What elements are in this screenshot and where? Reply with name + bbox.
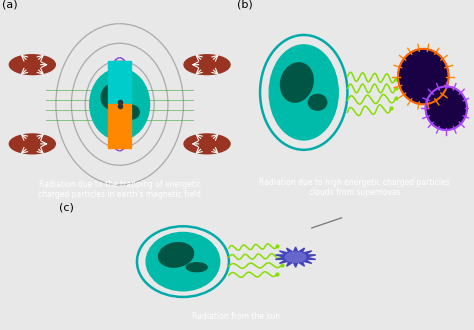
Ellipse shape [269,45,338,140]
Text: Radiation from the sun: Radiation from the sun [192,312,280,321]
Text: (c): (c) [59,203,74,213]
Ellipse shape [308,94,327,110]
Ellipse shape [426,86,467,130]
Ellipse shape [281,63,313,102]
FancyBboxPatch shape [108,104,131,148]
Ellipse shape [398,49,448,104]
Text: Radiation due to the trapping of energetic
charged particles in earth's magnetic: Radiation due to the trapping of energet… [38,180,201,199]
Ellipse shape [90,69,150,140]
FancyBboxPatch shape [108,61,131,104]
Circle shape [285,252,306,262]
Text: Radiation due to high energetic charged particles
clouds from supernovas: Radiation due to high energetic charged … [259,178,450,197]
Text: (a): (a) [2,0,18,10]
Ellipse shape [186,263,207,272]
Ellipse shape [184,134,230,154]
Ellipse shape [158,243,193,267]
Ellipse shape [146,232,220,291]
Text: (b): (b) [237,0,253,10]
Ellipse shape [101,83,124,109]
Ellipse shape [9,55,55,75]
Polygon shape [275,247,316,267]
Ellipse shape [184,55,230,75]
Ellipse shape [9,134,55,154]
Ellipse shape [123,105,139,119]
